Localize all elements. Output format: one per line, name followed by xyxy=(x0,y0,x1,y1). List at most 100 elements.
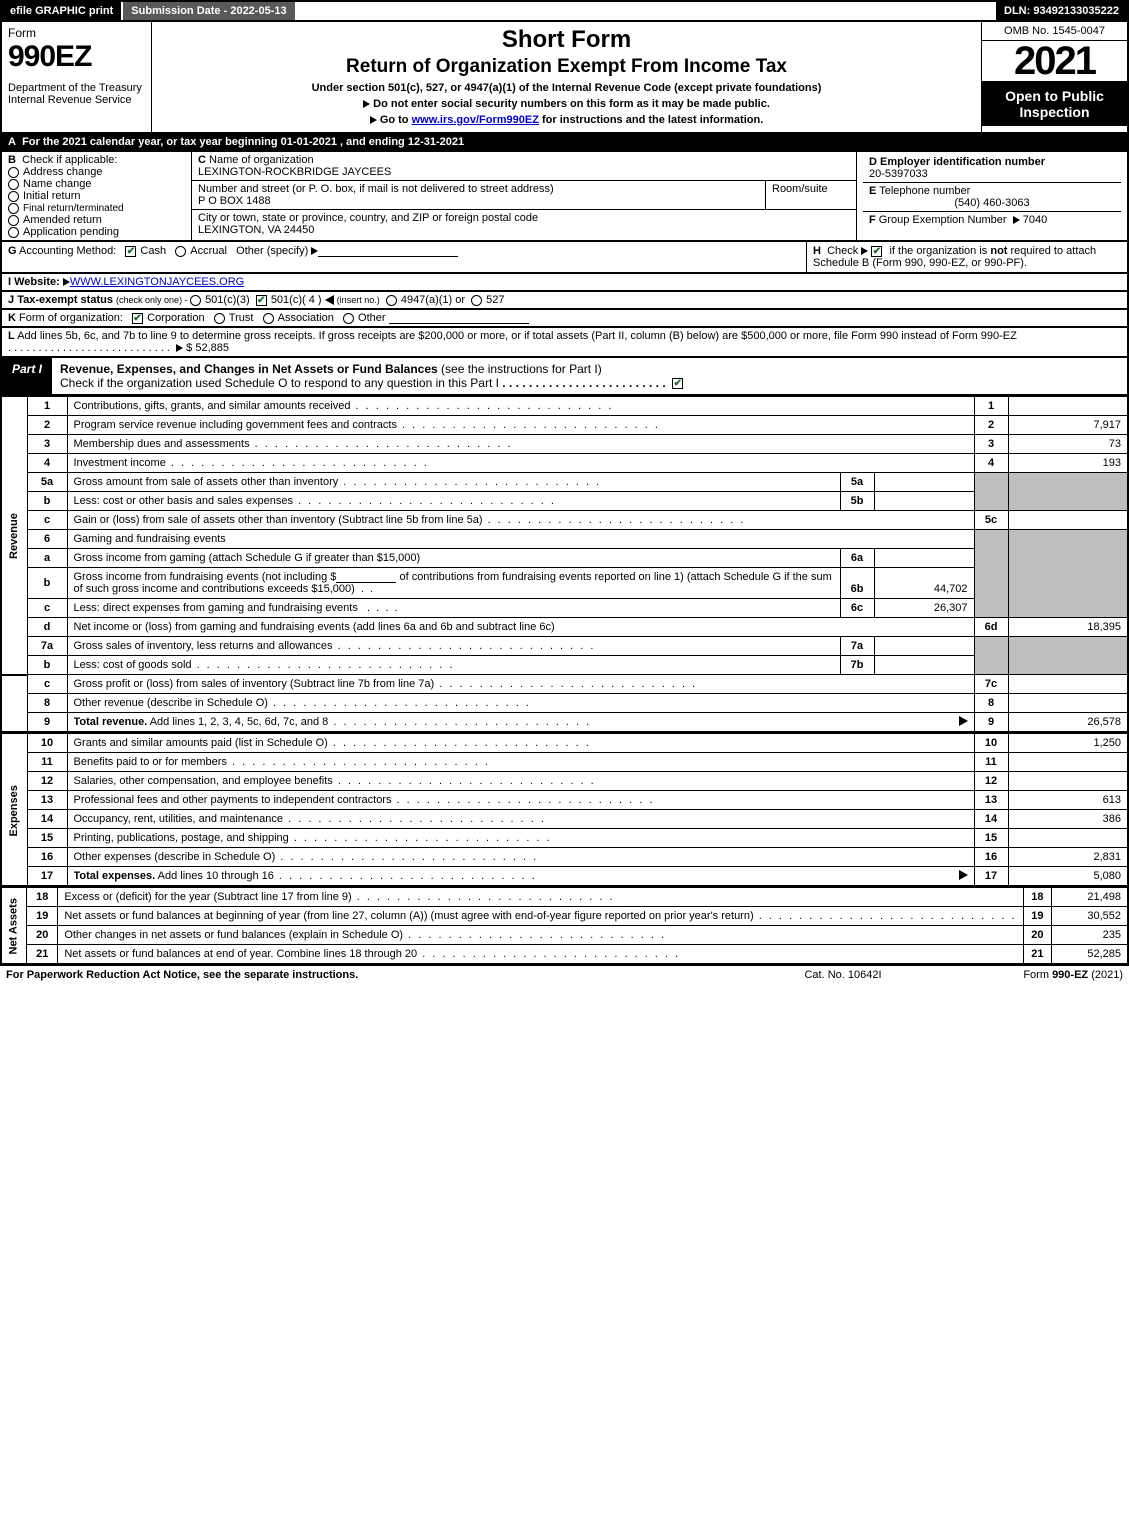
triangle-icon xyxy=(311,247,318,255)
c-label: C xyxy=(198,154,206,166)
line-desc: Gross profit or (loss) from sales of inv… xyxy=(74,678,435,690)
table-row: c Less: direct expenses from gaming and … xyxy=(1,599,1128,618)
line-desc: Gaming and fundraising events xyxy=(74,533,226,545)
line-desc-bold: Total revenue. xyxy=(74,716,148,728)
irs-link[interactable]: www.irs.gov/Form990EZ xyxy=(412,114,539,126)
subline-num: 7a xyxy=(840,637,874,656)
checkbox-501c3[interactable] xyxy=(190,295,201,306)
part1-tab: Part I xyxy=(2,358,52,394)
shaded-cell xyxy=(1008,473,1128,511)
triangle-icon xyxy=(959,870,968,880)
line-desc: Gain or (loss) from sale of assets other… xyxy=(74,514,483,526)
line-desc: Occupancy, rent, utilities, and maintena… xyxy=(74,813,284,825)
table-row: 21 Net assets or fund balances at end of… xyxy=(1,945,1128,965)
dln-box: DLN: 93492133035222 xyxy=(996,2,1127,20)
b-checkif: Check if applicable: xyxy=(22,154,117,166)
part1-header: Part I Revenue, Expenses, and Changes in… xyxy=(0,358,1129,396)
table-row: d Net income or (loss) from gaming and f… xyxy=(1,618,1128,637)
opt-application-pending: Application pending xyxy=(23,226,119,238)
line-numcol: 19 xyxy=(1023,907,1052,926)
line-num: 13 xyxy=(27,791,67,810)
checkbox-other-org[interactable] xyxy=(343,313,354,324)
subline-val xyxy=(874,549,974,568)
i-label: I xyxy=(8,276,11,288)
line-numcol: 16 xyxy=(974,848,1008,867)
line-num: 7a xyxy=(27,637,67,656)
checkbox-527[interactable] xyxy=(471,295,482,306)
c-name-label: Name of organization xyxy=(209,154,314,166)
checkbox-application-pending[interactable] xyxy=(8,227,19,238)
triangle-icon xyxy=(370,116,377,124)
efile-print-label[interactable]: efile GRAPHIC print xyxy=(2,2,123,20)
l-label: L xyxy=(8,330,15,342)
line-num: 20 xyxy=(27,926,58,945)
line-num: 16 xyxy=(27,848,67,867)
checkbox-trust[interactable] xyxy=(214,313,225,324)
top-bar: efile GRAPHIC print Submission Date - 20… xyxy=(0,0,1129,22)
section-l: L Add lines 5b, 6c, and 7b to line 9 to … xyxy=(0,328,1129,358)
line-val: 1,250 xyxy=(1008,734,1128,753)
opt-cash: Cash xyxy=(140,245,166,257)
table-row: Net Assets 18 Excess or (deficit) for th… xyxy=(1,888,1128,907)
opt-other-org: Other xyxy=(358,312,386,324)
other-specify-blank[interactable] xyxy=(318,245,458,257)
line-desc: Grants and similar amounts paid (list in… xyxy=(74,737,328,749)
e-label: E xyxy=(869,185,876,197)
table-row: 3 Membership dues and assessments 3 73 xyxy=(1,435,1128,454)
triangle-icon xyxy=(1013,216,1020,224)
line-desc: Less: cost of goods sold xyxy=(74,659,192,671)
sidelabel-revenue-cont xyxy=(1,675,27,733)
subline-val xyxy=(874,492,974,511)
checkbox-final-return[interactable] xyxy=(8,203,19,214)
checkbox-4947a1[interactable] xyxy=(386,295,397,306)
g-method-label: Accounting Method: xyxy=(19,245,116,257)
h-text2: if the organization is xyxy=(889,245,990,257)
checkbox-association[interactable] xyxy=(263,313,274,324)
ein-value: 20-5397033 xyxy=(869,168,928,180)
checkbox-address-change[interactable] xyxy=(8,167,19,178)
line-val xyxy=(1008,694,1128,713)
sidelabel-revenue: Revenue xyxy=(1,397,27,675)
checkbox-name-change[interactable] xyxy=(8,179,19,190)
opt-name-change: Name change xyxy=(23,178,92,190)
table-row: c Gain or (loss) from sale of assets oth… xyxy=(1,511,1128,530)
subline-num: 6c xyxy=(840,599,874,618)
line-desc: Investment income xyxy=(74,457,166,469)
line-num: 1 xyxy=(27,397,67,416)
checkbox-schedule-b-not-required[interactable] xyxy=(871,246,882,257)
line-desc-bold: Total expenses. xyxy=(74,870,156,882)
checkbox-corporation[interactable] xyxy=(132,313,143,324)
opt-527: 527 xyxy=(486,294,504,306)
line-desc: Net income or (loss) from gaming and fun… xyxy=(74,621,555,633)
checkbox-501c[interactable] xyxy=(256,295,267,306)
line-desc: Gross amount from sale of assets other t… xyxy=(74,476,339,488)
dept-treasury: Department of the Treasury xyxy=(8,82,145,94)
other-org-blank[interactable] xyxy=(389,312,529,324)
checkbox-initial-return[interactable] xyxy=(8,191,19,202)
checkbox-amended-return[interactable] xyxy=(8,215,19,226)
org-name: LEXINGTON-ROCKBRIDGE JAYCEES xyxy=(198,166,391,178)
contrib-blank[interactable] xyxy=(336,571,396,583)
table-row: 11 Benefits paid to or for members 11 xyxy=(1,753,1128,772)
website-link[interactable]: WWW.LEXINGTONJAYCEES.ORG xyxy=(70,276,244,288)
opt-trust: Trust xyxy=(229,312,254,324)
line-desc: Gross income from gaming (attach Schedul… xyxy=(74,552,421,564)
checkbox-accrual[interactable] xyxy=(175,246,186,257)
line-val: 26,578 xyxy=(1008,713,1128,733)
table-row: 12 Salaries, other compensation, and emp… xyxy=(1,772,1128,791)
c-city-label: City or town, state or province, country… xyxy=(198,212,538,224)
table-row: 14 Occupancy, rent, utilities, and maint… xyxy=(1,810,1128,829)
line-numcol: 20 xyxy=(1023,926,1052,945)
line-val: 2,831 xyxy=(1008,848,1128,867)
part1-subtitle: (see the instructions for Part I) xyxy=(441,362,602,376)
checkbox-schedule-o[interactable] xyxy=(672,378,683,389)
form-number: 990EZ xyxy=(8,40,145,74)
subline-val xyxy=(874,637,974,656)
checkbox-cash[interactable] xyxy=(125,246,136,257)
h-label: H xyxy=(813,245,821,257)
shaded-cell xyxy=(974,473,1008,511)
line-desc: Add lines 1, 2, 3, 4, 5c, 6d, 7c, and 8 xyxy=(147,716,328,728)
subline-num: 5b xyxy=(840,492,874,511)
j-label: J xyxy=(8,294,14,306)
line-num: 11 xyxy=(27,753,67,772)
